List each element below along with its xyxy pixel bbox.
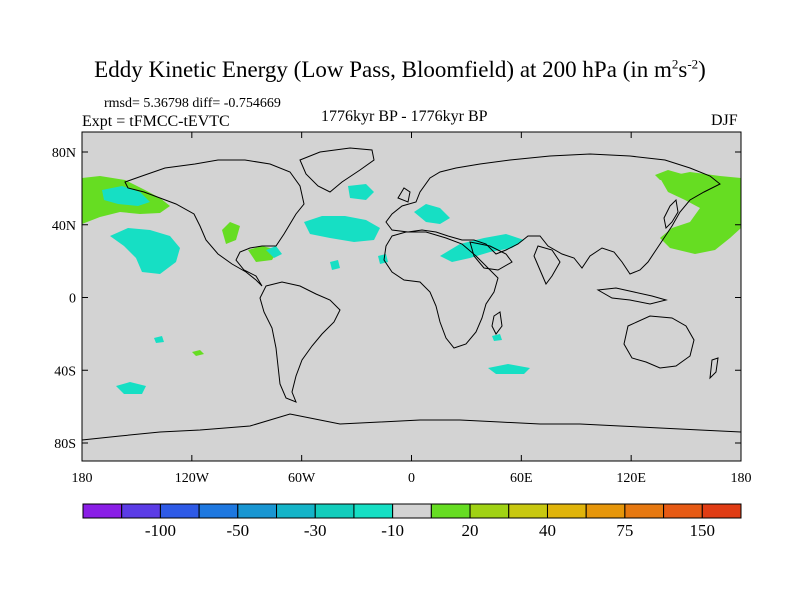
colorbar-labels: -100 -50 -30 -10 20 40 75 150 (145, 521, 715, 540)
south-pacific-negative (116, 382, 146, 394)
colorbar-label: -50 (226, 521, 249, 540)
colorbar-label: -30 (304, 521, 327, 540)
colorbar-swatch (701, 503, 742, 519)
period-label: 1776kyr BP - 1776kyr BP (321, 108, 488, 125)
lat-tick-label: 40S (54, 364, 76, 379)
colorbar-swatch (430, 503, 471, 519)
lat-tick-label: 0 (69, 292, 76, 307)
axis-tick-labels: 180 120W 60W 0 60E 120E 180 80N 40N 0 40S 80S (52, 146, 752, 486)
coast-indonesia (596, 287, 668, 305)
experiment-label: Expt = tFMCC-tEVTC (82, 113, 230, 130)
coastlines (81, 147, 742, 441)
east-pacific-positive (222, 222, 240, 244)
alaska-negative (102, 186, 150, 206)
colorbar-swatch (237, 503, 278, 519)
anomaly-regions (82, 170, 741, 394)
south-pacific-small-positive (192, 350, 204, 356)
axis-ticks (81, 132, 742, 461)
indian-ocean-small-negative (492, 334, 502, 341)
coast-north-america (124, 159, 305, 287)
lon-tick-label: 60E (510, 471, 533, 486)
colorbar-label: 150 (690, 521, 716, 540)
pacific-negative (110, 228, 180, 274)
greenland-negative (348, 184, 374, 200)
lon-tick-label: 0 (408, 471, 415, 486)
map-background (82, 132, 741, 461)
coast-new-zealand (709, 357, 719, 380)
lon-tick-label: 180 (72, 471, 93, 486)
colorbar-label: 20 (462, 521, 479, 540)
gulf-mexico-negative (266, 246, 282, 258)
coast-madagascar (491, 311, 503, 335)
southern-ocean-negative (488, 364, 530, 374)
coast-greenland (299, 147, 375, 193)
colorbar-swatch (585, 503, 626, 519)
colorbar-swatch (469, 503, 510, 519)
plot-title: Eddy Kinetic Energy (Low Pass, Bloomfiel… (94, 56, 706, 82)
colorbar-swatch (353, 503, 394, 519)
colorbar-swatch (276, 503, 316, 519)
colorbar-swatch (663, 503, 703, 519)
coast-eurasia (385, 153, 721, 275)
colorbar-swatch (546, 503, 587, 519)
colorbar-label: -100 (145, 521, 176, 540)
lon-tick-label: 120E (616, 471, 646, 486)
colorbar-swatch (159, 503, 200, 519)
coast-antarctica (81, 413, 742, 441)
lat-tick-label: 80S (54, 437, 76, 452)
coast-africa (383, 231, 499, 349)
colorbar-swatch (121, 503, 161, 519)
colorbar-swatch (624, 503, 665, 519)
south-pacific-small-negative (154, 336, 164, 343)
mediterranean-negative (414, 204, 450, 224)
coast-australia (623, 315, 695, 369)
lon-tick-label: 120W (175, 471, 210, 486)
colorbar-label: 40 (539, 521, 556, 540)
rmsd-diff-stats: rmsd= 5.36798 diff= -0.754669 (104, 96, 281, 111)
coast-arabia (469, 241, 513, 271)
colorbar-swatch (314, 503, 355, 519)
north-pacific-west-positive (660, 172, 741, 254)
middle-east-negative (440, 234, 524, 262)
lon-tick-label: 60W (288, 471, 316, 486)
coast-britain (397, 187, 411, 203)
aleutian-positive (655, 170, 682, 180)
lat-tick-label: 80N (52, 146, 76, 161)
colorbar-label: -10 (381, 521, 404, 540)
north-atlantic-negative (304, 216, 380, 242)
colorbar-swatch (82, 503, 123, 519)
lat-tick-label: 40N (52, 219, 76, 234)
colorbar-swatch (198, 503, 239, 519)
coast-japan (663, 198, 679, 230)
colorbar (82, 503, 742, 519)
coast-south-america (259, 281, 341, 403)
season-label: DJF (711, 112, 738, 129)
atlantic-small-negative (330, 260, 340, 270)
colorbar-swatch (508, 503, 548, 519)
colorbar-label: 75 (616, 521, 633, 540)
colorbar-swatch (392, 503, 432, 519)
coast-india (533, 245, 561, 285)
lon-tick-label: 180 (731, 471, 752, 486)
